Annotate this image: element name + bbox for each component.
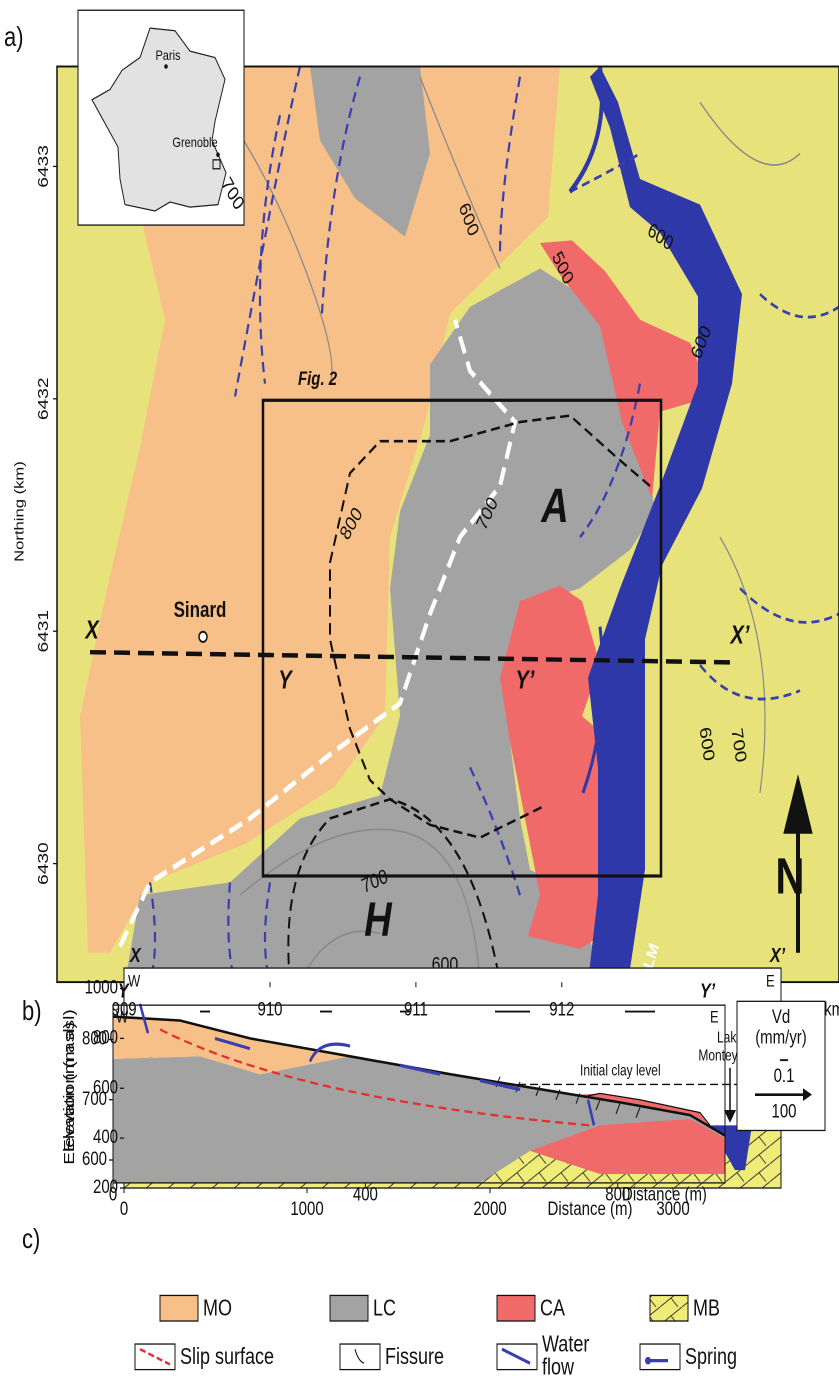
x-tick-label: 2000 (473, 1197, 506, 1219)
inset: Paris Grenoble (78, 10, 244, 225)
legend-label: Slip surface (180, 1344, 274, 1370)
fig-ref: Fig. 2 (298, 367, 338, 389)
y-axis-label: Northing (km) (12, 461, 27, 562)
y-tick-label: 700 (82, 1087, 107, 1109)
figure: a) Paris Grenoble Sinard Fig. 2 A H X X’… (0, 0, 839, 1376)
legend-label: flow (542, 1354, 574, 1376)
section-label: X’ (729, 620, 750, 649)
panel-label: c) (22, 1223, 40, 1254)
legend-label: MO (203, 1296, 232, 1322)
annotation: Initial clay level (580, 1062, 661, 1079)
vd-legend: Vd (mm/yr) 0.1 100 (737, 1001, 825, 1130)
section-end: Y’ (700, 979, 716, 1002)
zone-label: H (364, 894, 393, 947)
x-tick-label: 911 (404, 998, 428, 1020)
section-label: Y (278, 665, 294, 694)
legend-label: Fissure (385, 1344, 444, 1370)
city-label: Grenoble (172, 135, 217, 151)
section-label: Y’ (516, 665, 535, 694)
y-tick-label: 1000 (85, 976, 118, 998)
legend-label: Spring (685, 1344, 737, 1370)
swatch (160, 1295, 198, 1321)
legend-label: MB (693, 1296, 720, 1322)
legend: MO LC CA MB Slip surface Fissure Water f… (135, 1295, 737, 1376)
y-tick-label: 400 (93, 1125, 118, 1147)
x-tick-label: 400 (353, 1183, 378, 1205)
legend-label: Water (542, 1331, 589, 1357)
panel-label: a) (4, 21, 24, 52)
x-tick-label: 912 (549, 998, 574, 1020)
swatch (650, 1295, 688, 1321)
village (199, 632, 207, 642)
vd-title: Vd (772, 1005, 790, 1027)
city (164, 64, 168, 69)
vd-title: (mm/yr) (755, 1026, 807, 1048)
side-label: E (766, 972, 775, 991)
swatch-symbol (645, 1357, 651, 1365)
city (216, 152, 220, 157)
y-tick-label: 800 (82, 1027, 107, 1049)
city-label: Paris (155, 48, 180, 64)
x-tick-label: 3000 (656, 1197, 689, 1219)
section-label: X (84, 615, 101, 644)
section-end: X (129, 943, 142, 966)
x-tick-label: 910 (258, 998, 283, 1020)
vd-scale: 100 (771, 1100, 796, 1122)
swatch (135, 1344, 175, 1370)
zone-label: A (540, 479, 568, 532)
section-end: X’ (769, 943, 786, 966)
y-tick-label: 6430 (34, 842, 51, 885)
x-tick-label: 1000 (290, 1197, 323, 1219)
swatch (330, 1295, 368, 1321)
x-tick-label: 0 (120, 1197, 128, 1219)
legend-label: CA (540, 1296, 565, 1322)
side-label: E (710, 1008, 719, 1027)
y-tick-label: 6433 (34, 145, 51, 188)
y-tick-label: 6432 (34, 377, 51, 420)
y-tick-label: 600 (82, 1147, 107, 1169)
panel-label: b) (22, 996, 42, 1027)
side-label: W (128, 972, 141, 991)
vd-scale: 0.1 (774, 1064, 795, 1086)
x-tick-label: 0 (109, 1183, 117, 1205)
legend-label: LC (373, 1296, 396, 1322)
x-tick-label: 909 (112, 998, 137, 1020)
swatch (340, 1344, 380, 1370)
x-tick-label: 800 (605, 1183, 630, 1205)
place-label: Sinard (174, 598, 227, 623)
swatch (497, 1295, 535, 1321)
y-axis-label: Elevation (m asl) (60, 1022, 77, 1165)
swatch (640, 1344, 680, 1370)
y-tick-label: 6431 (34, 610, 51, 653)
north-label: N (776, 847, 805, 905)
